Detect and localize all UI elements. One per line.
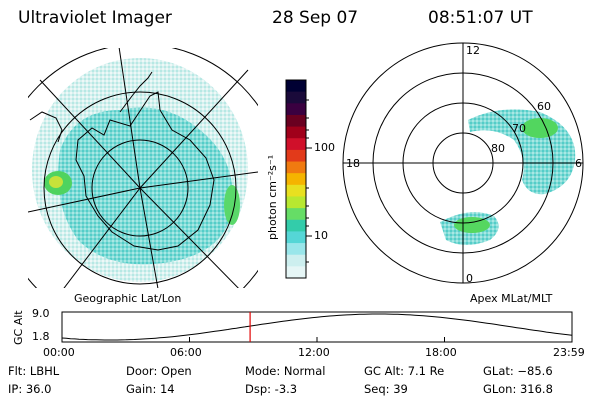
auroral-peak-west <box>49 176 63 188</box>
timeline-x-tick-1200: 12:00 <box>298 346 330 359</box>
colorbar-tick-10: 10 <box>314 229 328 242</box>
timeline-y-tick-high: 9.0 <box>32 307 50 320</box>
colorbar-frame <box>285 79 307 279</box>
timeline-x-tick-0000: 00:00 <box>43 346 75 359</box>
mlat-label-80: 80 <box>491 142 505 155</box>
mlt-label-12: 12 <box>466 44 480 57</box>
colorbar-segment <box>286 266 306 279</box>
left-map-caption: Geographic Lat/Lon <box>74 292 182 305</box>
latitude-circles <box>28 48 258 288</box>
colorbar-segment <box>286 80 306 93</box>
colorbar-tick-100: 100 <box>314 141 335 154</box>
mlt-label-18: 18 <box>346 157 360 170</box>
meridian-lines <box>28 48 258 288</box>
date-label: 28 Sep 07 <box>272 8 359 28</box>
info-seq: Seq: 39 <box>364 382 408 396</box>
info-mode: Mode: Normal <box>245 364 326 378</box>
colorbar-segment <box>286 149 306 163</box>
timeline-x-ticks <box>61 337 573 342</box>
info-glat: GLat: −85.6 <box>483 364 553 378</box>
colorbar-segment <box>286 126 306 139</box>
timeline-x-tick-0600: 06:00 <box>170 346 202 359</box>
colorbar <box>286 80 306 279</box>
colorbar-segment <box>286 138 306 151</box>
coastline <box>75 91 215 251</box>
colorbar-segment <box>286 243 306 256</box>
colorbar-segment <box>286 114 306 128</box>
time-label: 08:51:07 UT <box>428 8 533 28</box>
peninsula-outline <box>119 71 153 113</box>
right-map-caption: Apex MLat/MLT <box>470 292 553 305</box>
colorbar-segment <box>286 91 306 104</box>
timeline-y-axis-label: GC Alt <box>12 310 25 345</box>
info-ip: IP: 36.0 <box>8 382 52 396</box>
info-glon: GLon: 316.8 <box>483 382 553 396</box>
mlat-label-70: 70 <box>512 122 526 135</box>
info-gain: Gain: 14 <box>126 382 175 396</box>
timeline-x-tick-2359: 23:59 <box>553 346 585 359</box>
colorbar-segment <box>286 219 306 232</box>
mlat-label-60: 60 <box>537 100 551 113</box>
colorbar-segment <box>286 161 306 174</box>
colorbar-segment <box>286 196 306 209</box>
mlt-label-6: 6 <box>575 157 582 170</box>
colorbar-segment <box>286 173 306 186</box>
auroral-oval-bright-segment <box>522 118 558 138</box>
colorbar-segment <box>286 254 306 267</box>
colorbar-ticks <box>306 99 312 263</box>
altitude-curve <box>61 313 573 341</box>
timeline-x-tick-1800: 18:00 <box>425 346 457 359</box>
mlt-label-0: 0 <box>466 272 473 285</box>
info-dsp: Dsp: -3.3 <box>245 382 298 396</box>
timeline-y-tick-low: 1.8 <box>32 330 50 343</box>
colorbar-unit-label: photon cm⁻²s⁻¹ <box>266 154 279 240</box>
info-filter: Flt: LBHL <box>8 364 60 378</box>
colorbar-segment <box>286 184 306 197</box>
colorbar-segment <box>286 231 306 244</box>
info-door: Door: Open <box>126 364 192 378</box>
colorbar-segment <box>286 103 306 116</box>
geographic-map <box>28 48 258 288</box>
magnetic-polar-plot <box>342 42 584 284</box>
instrument-title: Ultraviolet Imager <box>18 8 172 28</box>
mlt-axes <box>343 43 583 283</box>
info-gc-alt: GC Alt: 7.1 Re <box>364 364 445 378</box>
auroral-hotspot-east <box>224 185 240 225</box>
colorbar-segment <box>286 208 306 221</box>
